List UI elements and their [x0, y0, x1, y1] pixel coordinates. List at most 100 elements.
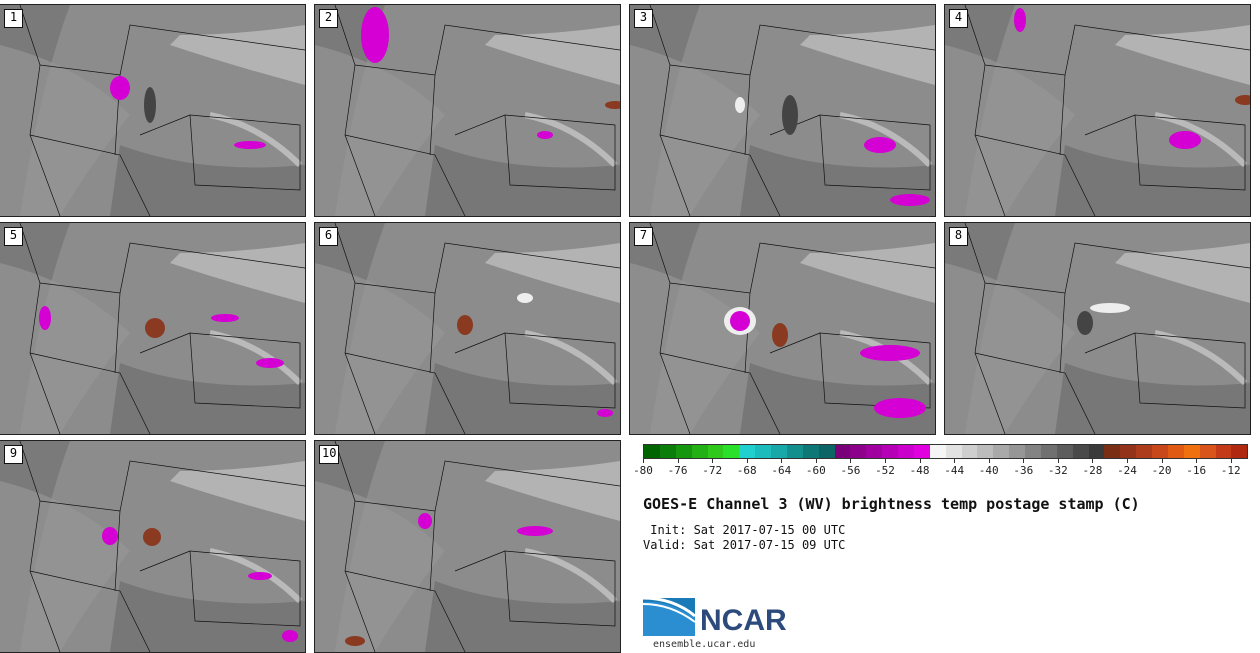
- colorbar-swatch: [1231, 445, 1248, 458]
- colorbar-ticks: -80 -76 -72 -68 -64 -60 -56 -52 -48 -44 -40 -36 -32 -…: [633, 459, 1248, 479]
- colorbar-swatch: [707, 445, 724, 458]
- colorbar-swatch: [675, 445, 692, 458]
- colorbar-swatch: [850, 445, 867, 458]
- colorbar-tick: [781, 459, 783, 463]
- colorbar-tick: [1230, 459, 1232, 463]
- colorbar-swatch: [1040, 445, 1057, 458]
- colorbar-tick-label: -44: [944, 464, 965, 477]
- panel-number-label: 4: [949, 9, 968, 28]
- colorbar-swatch: [1183, 445, 1200, 458]
- colorbar-tick: [1127, 459, 1128, 463]
- colorbar-swatch: [1136, 445, 1152, 458]
- colorbar-swatch: [929, 445, 946, 458]
- colorbar-tick: [815, 459, 817, 463]
- colorbar: [643, 444, 1248, 459]
- colorbar-swatch: [1215, 445, 1232, 458]
- wv-brightness-map: [630, 223, 935, 434]
- colorbar-tick-label: -60: [805, 464, 826, 477]
- colorbar-swatch: [993, 445, 1010, 458]
- colorbar-swatch: [802, 445, 819, 458]
- postage-stamp-panel: 4: [944, 4, 1251, 217]
- chart-title: GOES-E Channel 3 (WV) brightness temp po…: [643, 495, 1140, 513]
- colorbar-swatch: [961, 445, 978, 458]
- colorbar-swatch: [1025, 445, 1041, 458]
- colorbar-swatch: [755, 445, 771, 458]
- colorbar-tick-label: -76: [667, 464, 688, 477]
- colorbar-tick-label: -48: [909, 464, 930, 477]
- colorbar-tick-label: -52: [875, 464, 895, 477]
- colorbar-tick: [885, 459, 886, 463]
- colorbar-swatch: [866, 445, 883, 458]
- wv-brightness-map: [315, 5, 620, 216]
- colorbar-tick-label: -16: [1186, 464, 1207, 477]
- colorbar-tick: [712, 459, 714, 463]
- colorbar-swatch: [771, 445, 787, 458]
- init-time: Init: Sat 2017-07-15 00 UTC: [643, 523, 846, 537]
- postage-stamp-panel: 5: [0, 222, 306, 435]
- panel-number-label: 10: [319, 445, 340, 464]
- panel-number-label: 8: [949, 227, 968, 246]
- colorbar-tick-label: -56: [840, 464, 861, 477]
- panel-number-label: 1: [4, 9, 23, 28]
- colorbar-tick: [1092, 459, 1094, 463]
- wv-brightness-map: [315, 223, 620, 434]
- colorbar-swatch: [1199, 445, 1216, 458]
- ncar-logo-icon: [643, 596, 696, 636]
- valid-time: Valid: Sat 2017-07-15 09 UTC: [643, 538, 846, 552]
- colorbar-swatch: [898, 445, 914, 458]
- colorbar-tick-label: -32: [1047, 464, 1068, 477]
- colorbar-tick-label: -20: [1151, 464, 1172, 477]
- colorbar-tick-label: -12: [1220, 464, 1241, 477]
- wv-brightness-map: [630, 5, 935, 216]
- colorbar-tick-label: -36: [1013, 464, 1034, 477]
- colorbar-tick-label: -28: [1082, 464, 1103, 477]
- postage-stamp-panel: 1: [0, 4, 306, 217]
- panel-number-label: 3: [634, 9, 653, 28]
- postage-stamp-panel: 9: [0, 440, 306, 653]
- postage-stamp-panel: 10: [314, 440, 621, 653]
- panel-number-label: 2: [319, 9, 338, 28]
- colorbar-tick-label: -68: [736, 464, 757, 477]
- colorbar-swatch: [1120, 445, 1137, 458]
- colorbar-tick: [988, 459, 990, 463]
- postage-stamp-panel: 6: [314, 222, 621, 435]
- colorbar-swatch: [1104, 445, 1121, 458]
- postage-stamp-panel: 3: [629, 4, 936, 217]
- wv-brightness-map: [0, 5, 305, 216]
- colorbar-swatch: [1167, 445, 1184, 458]
- colorbar-swatch: [723, 445, 740, 458]
- wv-brightness-map: [0, 223, 305, 434]
- colorbar-swatch: [1009, 445, 1025, 458]
- colorbar-tick-label: -24: [1117, 464, 1137, 477]
- colorbar-swatch: [739, 445, 756, 458]
- postage-stamp-panel: 7: [629, 222, 936, 435]
- colorbar-swatch: [786, 445, 803, 458]
- colorbar-swatch: [644, 445, 660, 458]
- colorbar-tick-label: -72: [702, 464, 723, 477]
- colorbar-tick: [850, 459, 852, 463]
- colorbar-swatch: [882, 445, 898, 458]
- wv-brightness-map: [945, 223, 1250, 434]
- colorbar-swatch: [659, 445, 676, 458]
- colorbar-swatch: [1088, 445, 1105, 458]
- colorbar-tick: [1196, 459, 1198, 463]
- colorbar-tick: [677, 459, 679, 463]
- colorbar-swatch: [945, 445, 962, 458]
- wv-brightness-map: [945, 5, 1250, 216]
- colorbar-tick: [1057, 459, 1059, 463]
- postage-stamp-panel: 2: [314, 4, 621, 217]
- wv-brightness-map: [0, 441, 305, 652]
- logo-url: ensemble.ucar.edu: [653, 639, 756, 650]
- logo-text: NCAR: [700, 604, 787, 637]
- wv-brightness-map: [315, 441, 620, 652]
- colorbar-tick: [746, 459, 748, 463]
- colorbar-tick: [1161, 459, 1163, 463]
- colorbar-swatch: [913, 445, 930, 458]
- colorbar-tick-label: -80: [633, 464, 653, 477]
- colorbar-swatch: [1152, 445, 1168, 458]
- colorbar-swatch: [1056, 445, 1073, 458]
- panel-number-label: 9: [4, 445, 23, 464]
- colorbar-tick-label: -64: [771, 464, 792, 477]
- postage-stamp-panel: 8: [944, 222, 1251, 435]
- panel-number-label: 5: [4, 227, 23, 246]
